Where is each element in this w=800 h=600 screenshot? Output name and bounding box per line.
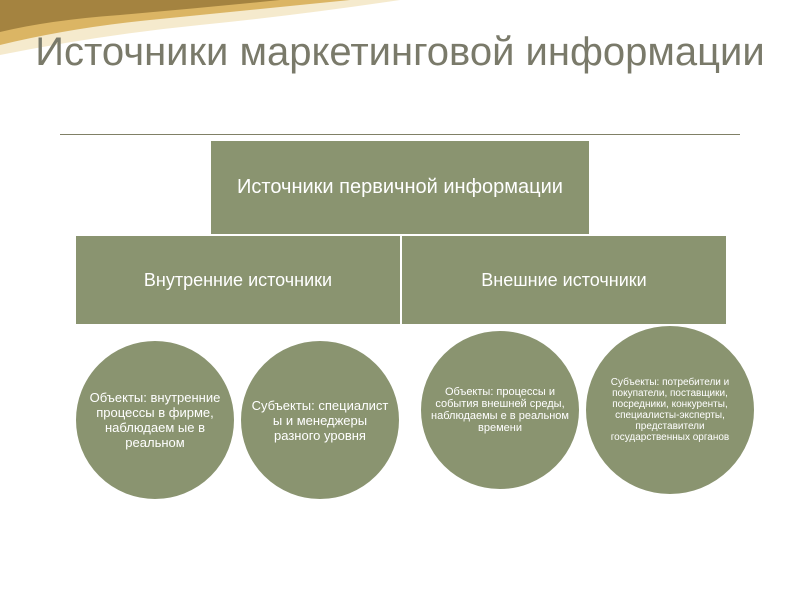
circle-4: Субъекты: потребители и покупатели, пост… (585, 325, 755, 495)
circle-1: Объекты: внутренние процессы в фирме, на… (75, 340, 235, 500)
circle-3-label: Объекты: процессы и события внешней сред… (431, 386, 569, 434)
middle-left-label: Внутренние источники (144, 270, 332, 291)
middle-right-box: Внешние источники (401, 235, 727, 325)
circle-2-label: Субъекты: специалист ы и менеджеры разно… (251, 398, 389, 443)
slide-title: Источники маркетинговой информации (0, 30, 800, 74)
circle-2: Субъекты: специалист ы и менеджеры разно… (240, 340, 400, 500)
top-box: Источники первичной информации (210, 140, 590, 235)
top-box-label: Источники первичной информации (237, 176, 563, 199)
middle-left-box: Внутренние источники (75, 235, 401, 325)
circle-3: Объекты: процессы и события внешней сред… (420, 330, 580, 490)
circle-1-label: Объекты: внутренние процессы в фирме, на… (86, 390, 224, 450)
middle-right-label: Внешние источники (481, 270, 646, 291)
title-underline (60, 134, 740, 135)
circle-4-label: Субъекты: потребители и покупатели, пост… (596, 377, 744, 443)
